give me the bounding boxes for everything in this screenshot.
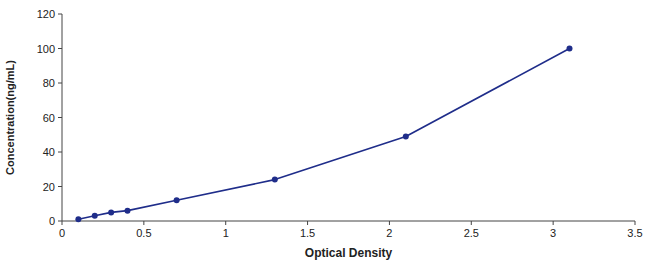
point (92, 213, 98, 219)
y-tick-label: 60 (43, 112, 55, 124)
x-tick-label: 1.5 (300, 227, 315, 239)
x-tick-label: 0 (59, 227, 65, 239)
y-tick (58, 83, 62, 84)
y-tick-label: 80 (43, 77, 55, 89)
y-tick-label: 120 (37, 8, 55, 20)
y-axis-label: Concentration(ng/mL) (4, 60, 16, 175)
page: {"chart_data": {"type": "line", "x": [0.… (0, 0, 653, 265)
point (108, 209, 114, 215)
x-tick (553, 221, 554, 225)
x-tick-label: 3.5 (627, 227, 642, 239)
point (124, 208, 130, 214)
axes: 0 0.5 1 1.5 2 2.5 3 3.5 0 20 40 60 80 100 120 (37, 8, 643, 239)
point (75, 216, 81, 222)
x-tick-label: 1 (223, 227, 229, 239)
x-tick (389, 221, 390, 225)
y-tick (58, 117, 62, 118)
x-tick (62, 221, 63, 225)
y-tick (58, 152, 62, 153)
chart-container: 0 0.5 1 1.5 2 2.5 3 3.5 0 20 40 60 80 100 120 Optical D… (0, 0, 653, 265)
x-tick-label: 0.5 (136, 227, 151, 239)
data (75, 46, 572, 223)
y-tick-label: 0 (49, 215, 55, 227)
x-tick (225, 221, 226, 225)
y-tick (58, 186, 62, 187)
x-tick (635, 221, 636, 225)
point (403, 133, 409, 139)
x-axis-line (62, 221, 635, 222)
y-tick-label: 40 (43, 146, 55, 158)
x-tick-label: 3 (550, 227, 556, 239)
x-tick-label: 2.5 (464, 227, 479, 239)
x-tick (307, 221, 308, 225)
line (78, 49, 569, 220)
x-tick (471, 221, 472, 225)
point (567, 46, 573, 52)
y-tick-label: 20 (43, 181, 55, 193)
point (272, 177, 278, 183)
y-tick (58, 48, 62, 49)
y-tick-label: 100 (37, 43, 55, 55)
x-tick-label: 2 (386, 227, 392, 239)
y-tick (58, 221, 62, 222)
chart: 0 0.5 1 1.5 2 2.5 3 3.5 0 20 40 60 80 100 120 Optical D… (0, 0, 653, 265)
x-axis-label: Optical Density (305, 246, 393, 260)
y-tick (58, 14, 62, 15)
x-tick (143, 221, 144, 225)
point (174, 197, 180, 203)
